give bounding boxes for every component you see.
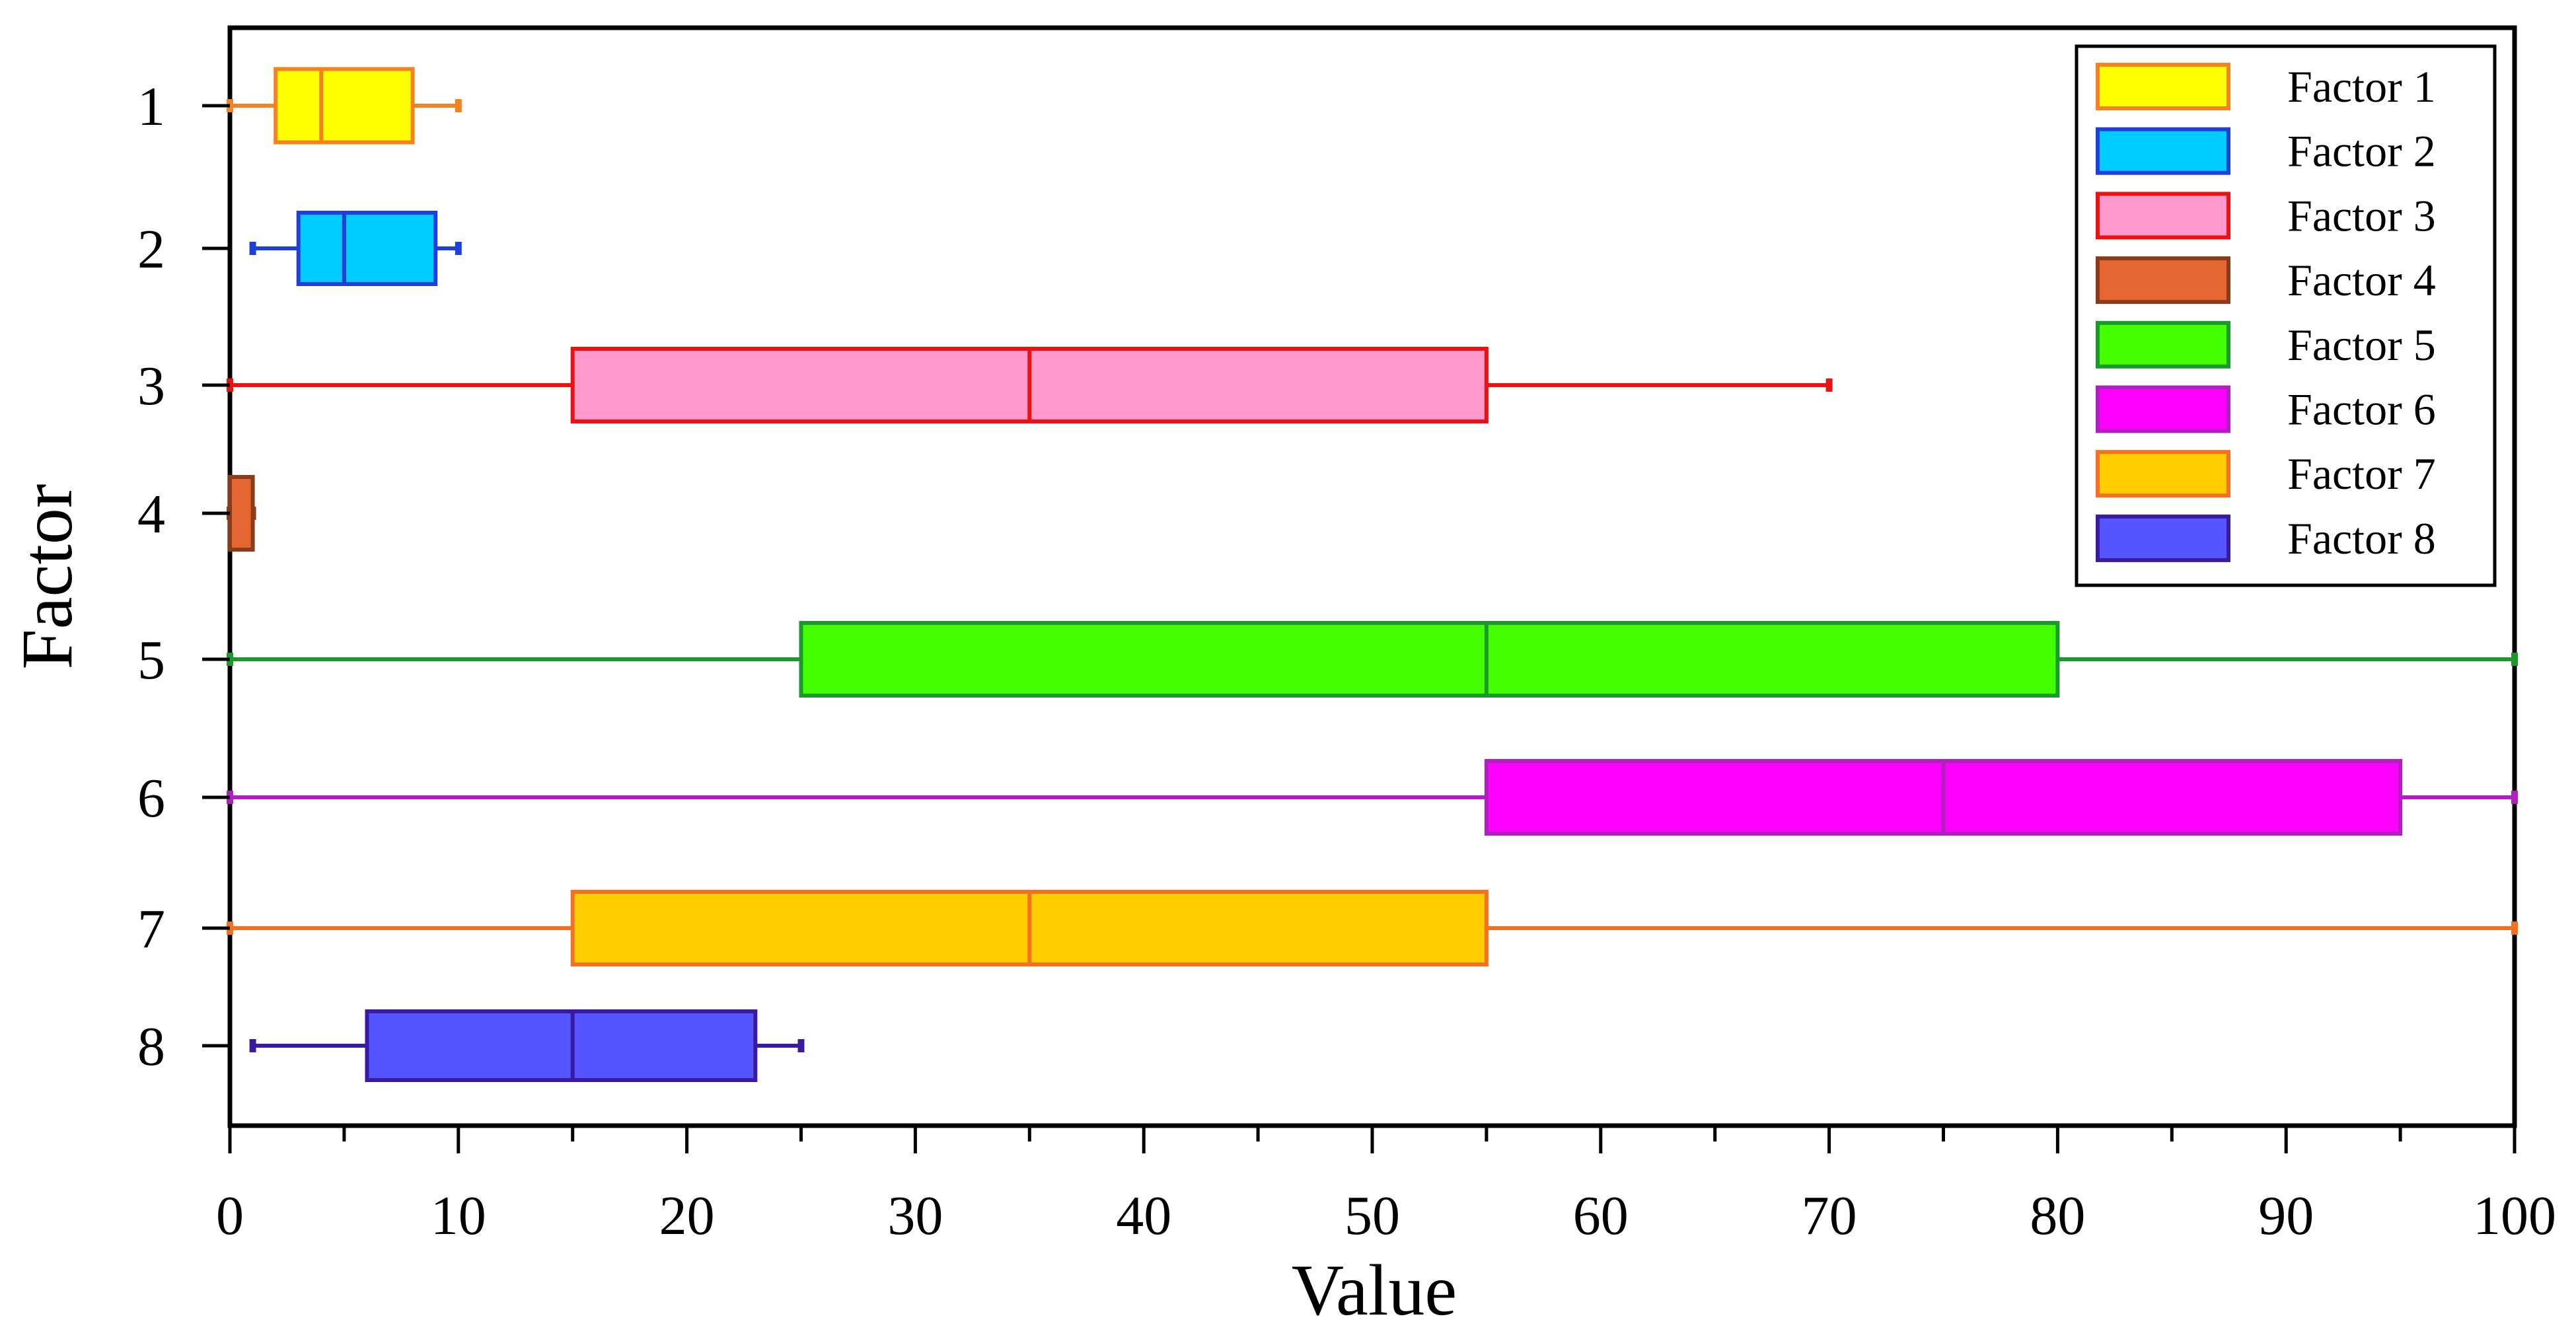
- legend-item-factor-4: Factor 4: [2096, 255, 2436, 305]
- box-factor-4: [227, 475, 256, 552]
- box-factor-7: [227, 890, 2518, 966]
- legend-item-factor-1: Factor 1: [2096, 61, 2436, 112]
- x-tick-label: 100: [2473, 1185, 2556, 1247]
- iqr-box: [296, 211, 438, 286]
- x-tick-label: 30: [887, 1185, 943, 1247]
- iqr-box: [228, 475, 255, 552]
- legend-item-factor-6: Factor 6: [2096, 384, 2436, 435]
- legend-label: Factor 8: [2287, 513, 2436, 563]
- iqr-box: [365, 1009, 758, 1082]
- y-axis: 1 2 3 4 5 6 7 8: [137, 76, 230, 1077]
- legend-swatch: [2096, 127, 2230, 175]
- legend-item-factor-7: Factor 7: [2096, 449, 2436, 499]
- y-tick-label: 5: [137, 630, 165, 691]
- legend-item-factor-8: Factor 8: [2096, 513, 2436, 563]
- y-tick-label: 1: [137, 76, 165, 137]
- x-axis-title: Value: [1292, 1250, 1457, 1330]
- x-tick-label: 40: [1116, 1185, 1171, 1247]
- legend-swatch: [2096, 450, 2230, 498]
- y-tick-label: 7: [137, 898, 165, 960]
- box-factor-1: [227, 67, 462, 145]
- box-factor-8: [249, 1009, 805, 1082]
- x-tick-label: 50: [1344, 1185, 1400, 1247]
- legend-item-factor-3: Factor 3: [2096, 190, 2436, 240]
- legend-swatch: [2096, 192, 2230, 240]
- box-factor-2: [249, 211, 462, 286]
- iqr-box: [799, 621, 2060, 698]
- x-tick-label: 80: [2030, 1185, 2085, 1247]
- x-tick-label: 0: [216, 1185, 244, 1247]
- x-tick-label: 70: [1802, 1185, 1857, 1247]
- iqr-box: [274, 67, 415, 145]
- legend-swatch: [2096, 256, 2230, 305]
- x-axis: 0 10 20 30 40 50 60 70 80 90 100: [216, 1126, 2556, 1247]
- y-tick-label: 3: [137, 355, 165, 417]
- x-tick-label: 90: [2258, 1185, 2314, 1247]
- y-tick-label: 6: [137, 768, 165, 829]
- legend-label: Factor 3: [2287, 190, 2436, 240]
- y-tick-label: 4: [137, 484, 165, 545]
- boxes-layer: [227, 67, 2518, 1082]
- x-tick-label: 60: [1573, 1185, 1629, 1247]
- legend-item-factor-5: Factor 5: [2096, 320, 2436, 370]
- legend-label: Factor 7: [2287, 449, 2436, 499]
- y-tick-label: 8: [137, 1016, 165, 1077]
- y-axis-title: Factor: [7, 484, 87, 669]
- x-tick-label: 20: [659, 1185, 715, 1247]
- box-factor-3: [227, 347, 1833, 423]
- legend: Factor 1 Factor 2 Factor 3 Factor 4 Factor 5…: [2075, 44, 2497, 587]
- legend-label: Factor 6: [2287, 384, 2436, 435]
- x-tick-label: 10: [431, 1185, 486, 1247]
- legend-label: Factor 1: [2287, 61, 2436, 112]
- legend-swatch: [2096, 63, 2230, 110]
- box-factor-5: [227, 621, 2518, 698]
- legend-swatch: [2096, 320, 2230, 369]
- legend-label: Factor 4: [2287, 255, 2436, 305]
- legend-item-factor-2: Factor 2: [2096, 126, 2436, 176]
- y-tick-label: 2: [137, 219, 165, 280]
- legend-swatch: [2096, 385, 2230, 433]
- legend-label: Factor 5: [2287, 320, 2436, 370]
- legend-label: Factor 2: [2287, 126, 2436, 176]
- box-factor-6: [227, 759, 2518, 836]
- legend-swatch: [2096, 514, 2230, 562]
